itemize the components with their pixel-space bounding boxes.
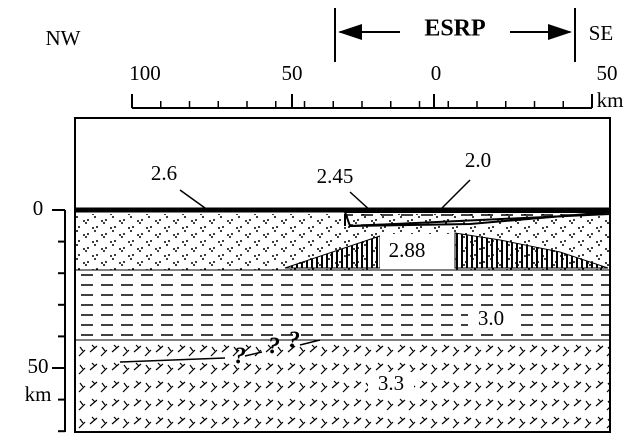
top-tick-label: 0: [431, 61, 442, 85]
question-mark: ?: [288, 328, 300, 354]
top-tick-label: 50: [597, 61, 618, 85]
left-axis: [52, 210, 65, 432]
density-label: 3.3: [378, 371, 404, 395]
question-mark: ?: [234, 344, 246, 370]
density-label: 3.0: [478, 306, 504, 330]
direction-label: NW: [46, 26, 81, 50]
density-label: 2.88: [389, 238, 426, 262]
arrow-head: [338, 24, 362, 40]
density-label: 2.0: [465, 148, 491, 172]
left-axis-unit: km: [25, 382, 52, 406]
left-tick-label: 50: [28, 354, 49, 378]
density-label: 2.6: [151, 161, 177, 185]
province-label: ESRP: [424, 16, 485, 42]
top-axis-minor: [132, 101, 592, 108]
middle-crust: [75, 270, 610, 340]
lower-crust: [75, 340, 610, 432]
top-tick-label: 50: [282, 61, 303, 85]
question-mark: ?: [268, 334, 280, 360]
cross-section: NW SE ESRP 100 50 0 50 km 2.6 2.45 2.0 2…: [0, 0, 633, 436]
top-tick-label: 100: [129, 61, 161, 85]
arrow-head: [548, 24, 572, 40]
top-axis-unit: km: [597, 88, 624, 112]
left-tick-label: 0: [33, 196, 44, 220]
density-label: 2.45: [317, 164, 354, 188]
direction-label: SE: [589, 21, 614, 45]
